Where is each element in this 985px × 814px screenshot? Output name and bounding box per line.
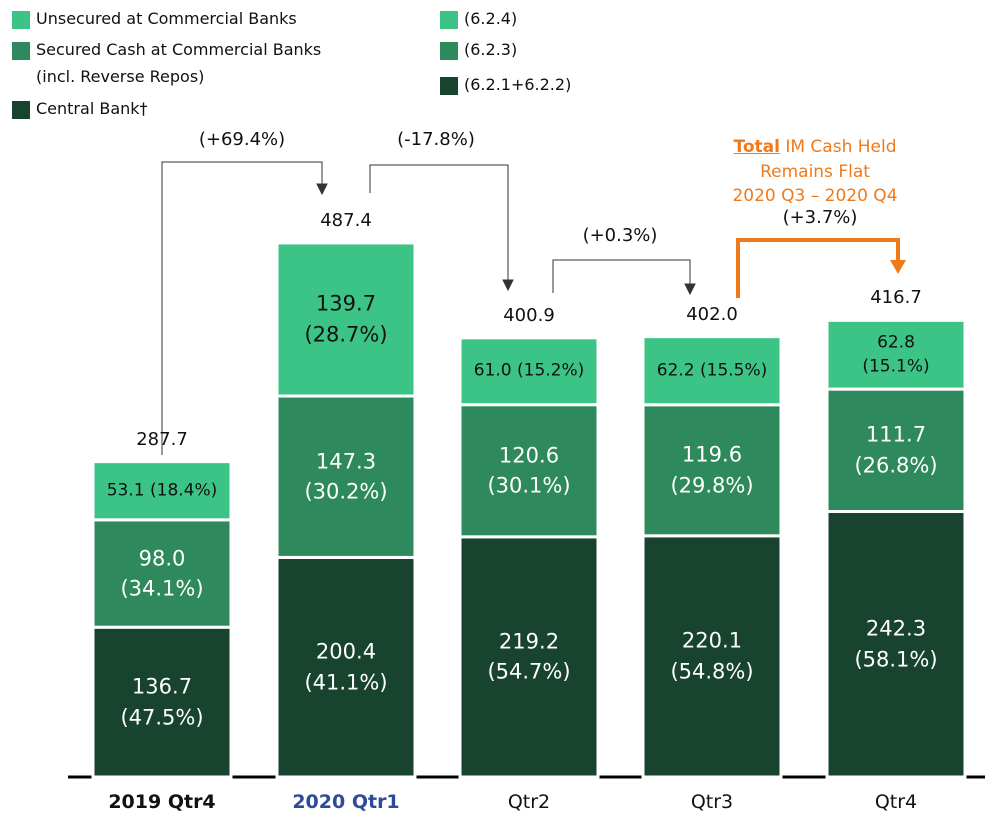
legend-swatch xyxy=(12,11,30,29)
bar-segment xyxy=(641,403,783,538)
legend-swatch xyxy=(440,42,458,60)
legend-swatch xyxy=(440,77,458,95)
total-label: 416.7 xyxy=(870,287,922,309)
connector xyxy=(552,259,691,293)
value-label: 200.4 (41.1%) xyxy=(304,639,388,695)
annotation: (-17.8%) xyxy=(397,128,475,150)
arrowhead xyxy=(502,279,514,292)
value-label: 98.0 (34.1%) xyxy=(120,546,204,601)
bar-segment xyxy=(458,403,600,539)
bar-segment xyxy=(641,335,783,407)
value-label: 136.7 (47.5%) xyxy=(120,674,204,730)
highlight-connector xyxy=(736,238,900,298)
total-label: 402.0 xyxy=(686,303,738,325)
value-label: 120.6 (30.1%) xyxy=(487,443,571,498)
x-tick-label: Qtr4 xyxy=(874,791,918,814)
bar-segment xyxy=(91,625,233,779)
value-label: 139.7 (28.7%) xyxy=(304,292,388,347)
highlight-emphasis: Total xyxy=(733,137,780,158)
change-connectors xyxy=(161,161,696,455)
value-label: 219.2 (54.7%) xyxy=(487,629,571,684)
x-tick-label: Qtr3 xyxy=(690,791,734,814)
value-label: 111.7 (26.8%) xyxy=(854,422,938,478)
value-label: 62.2 (15.5%) xyxy=(656,360,768,381)
x-tick-label: 2019 Qtr4 xyxy=(108,791,216,814)
legend-swatch xyxy=(440,11,458,29)
connector xyxy=(369,164,509,282)
x-tick-label: 2020 Qtr1 xyxy=(292,791,400,814)
total-label: 400.9 xyxy=(503,304,555,326)
bar-segment xyxy=(641,534,783,779)
bar-segment xyxy=(275,394,417,559)
legend-code: (6.2.4) xyxy=(464,9,518,28)
bar-segment xyxy=(458,336,600,407)
bar-segment xyxy=(275,241,417,398)
legend-swatch xyxy=(12,101,30,119)
bar-segment xyxy=(825,318,967,391)
value-label: 242.3 (58.1%) xyxy=(854,616,938,672)
annotation: (+0.3%) xyxy=(582,224,658,246)
highlight-text: IM Cash Held Remains Flat 2020 Q3 – 2020… xyxy=(732,137,898,207)
connector xyxy=(161,161,323,455)
arrowhead xyxy=(684,283,696,296)
legend-label: Central Bank† xyxy=(36,99,148,118)
legend-swatch xyxy=(12,42,30,60)
bar-segment xyxy=(825,510,967,779)
value-label: 147.3 (30.2%) xyxy=(304,449,388,504)
total-label: 487.4 xyxy=(320,209,372,231)
value-label: 53.1 (18.4%) xyxy=(106,480,218,501)
legend-label: Unsecured at Commercial Banks xyxy=(36,9,297,28)
x-tick-label: Qtr2 xyxy=(507,791,551,814)
annotation: (+69.4%) xyxy=(198,128,286,150)
value-label: 61.0 (15.2%) xyxy=(473,360,585,381)
bar-segment xyxy=(458,535,600,779)
arrowhead xyxy=(890,260,906,274)
value-label: 220.1 (54.8%) xyxy=(670,628,754,684)
annotation: (+3.7%) xyxy=(782,206,858,228)
highlight-note: Total IM Cash Held Remains Flat 2020 Q3 … xyxy=(730,135,900,209)
total-label: 287.7 xyxy=(136,428,188,450)
value-label: 119.6 (29.8%) xyxy=(670,442,754,498)
value-label: 62.8 (15.1%) xyxy=(862,332,930,377)
bar-segment xyxy=(825,387,967,514)
legend-code: (6.2.3) xyxy=(464,40,518,59)
bar-segment xyxy=(91,460,233,522)
arrowhead xyxy=(316,183,328,196)
legend-code: (6.2.1+6.2.2) xyxy=(464,75,572,94)
legend-label: Secured Cash at Commercial Banks (incl. … xyxy=(36,40,322,87)
